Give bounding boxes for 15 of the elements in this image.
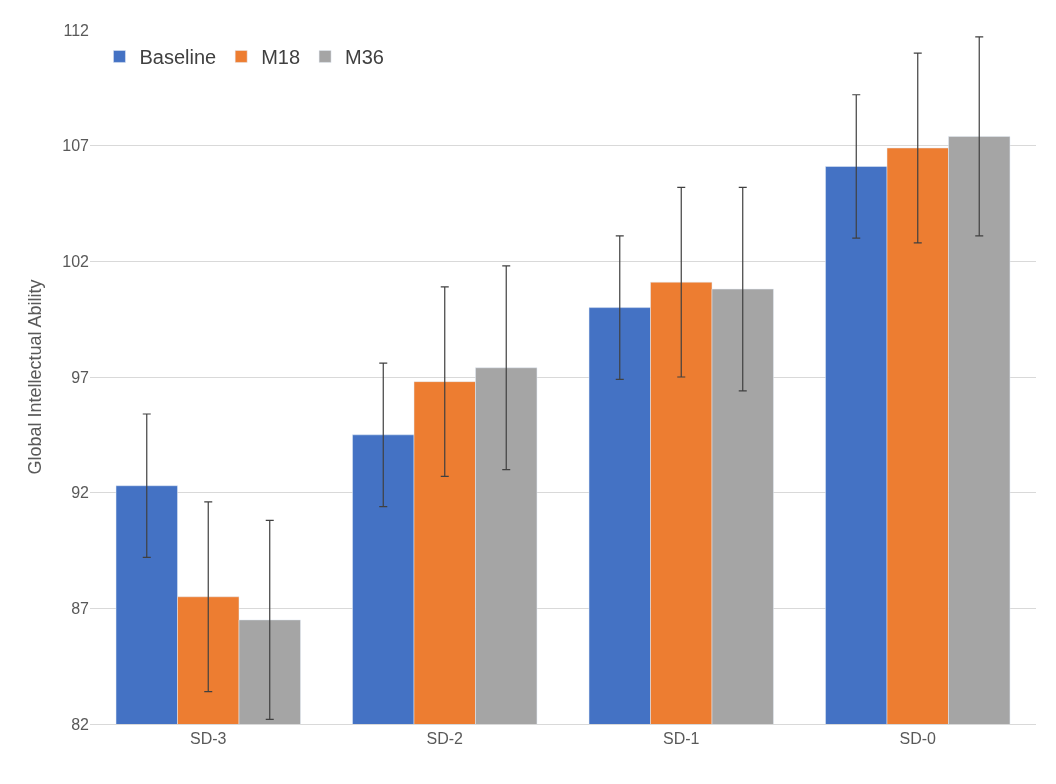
legend-label: M18 — [261, 46, 301, 69]
x-tick-label: SD-3 — [190, 730, 227, 748]
x-tick-label: SD-0 — [899, 730, 937, 748]
y-tick-label: 87 — [71, 599, 90, 617]
y-tick-label: 82 — [71, 715, 90, 733]
legend-label: Baseline — [139, 46, 217, 69]
legend-label: M36 — [345, 46, 384, 69]
y-tick-label: 102 — [62, 252, 90, 270]
y-tick-label: 97 — [71, 368, 90, 386]
y-axis-title: Global Intellectual Ability — [25, 279, 46, 475]
y-tick-label: 112 — [63, 21, 90, 39]
y-tick-label: 92 — [71, 484, 90, 502]
y-tick-label: 107 — [62, 137, 90, 155]
x-tick-label: SD-2 — [426, 730, 464, 748]
x-tick-label: SD-1 — [663, 730, 700, 748]
